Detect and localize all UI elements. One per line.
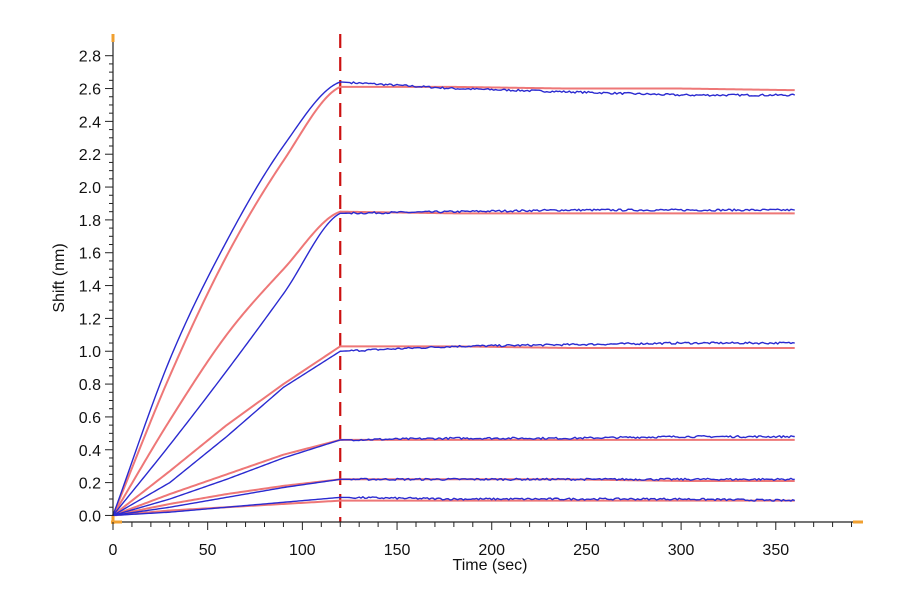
fit-curve (112, 210, 795, 516)
y-tick-label: 0.6 (79, 410, 101, 427)
y-tick-label: 1.0 (79, 344, 101, 361)
y-tick-label: 0.0 (79, 508, 101, 525)
tick-marks (105, 55, 853, 530)
measured-curve (112, 81, 796, 516)
fit-curve (112, 85, 795, 516)
measured-curve (112, 208, 795, 516)
x-axis-label: Time (sec) (453, 557, 528, 574)
x-tick-label: 50 (199, 542, 217, 559)
x-tick-label: 350 (762, 542, 789, 559)
axes (111, 34, 863, 524)
y-tick-label: 0.8 (79, 377, 101, 394)
fit-curve (112, 438, 795, 517)
y-tick-label: 2.6 (79, 82, 101, 99)
y-tick-label: 1.6 (79, 246, 101, 263)
x-tick-label: 0 (109, 542, 118, 559)
y-tick-label: 2.8 (79, 49, 101, 66)
measured-curve (112, 434, 795, 517)
plot-area (112, 34, 796, 522)
x-tick-label: 250 (573, 542, 600, 559)
x-tick-label: 300 (668, 542, 695, 559)
y-tick-label: 2.0 (79, 180, 101, 197)
y-tick-label: 2.2 (79, 147, 101, 164)
x-tick-label: 150 (384, 542, 411, 559)
measured-curve (112, 341, 795, 517)
y-tick-label: 1.4 (79, 279, 101, 296)
y-tick-label: 0.4 (79, 443, 101, 460)
y-tick-label: 0.2 (79, 476, 101, 493)
y-tick-label: 2.4 (79, 114, 101, 131)
y-tick-label: 1.2 (79, 311, 101, 328)
fit-curve (112, 345, 795, 517)
y-tick-label: 1.8 (79, 213, 101, 230)
measured-curve (112, 496, 796, 517)
x-tick-label: 200 (478, 542, 505, 559)
tick-labels: 0 50 100 150 200 250 300 350 0.0 0.2 0.4 0.6 0.8 1.0 1… (79, 49, 789, 559)
measured-curve (112, 477, 795, 517)
y-axis-label: Shift (nm) (51, 243, 68, 312)
x-tick-label: 100 (289, 542, 316, 559)
fit-curve (112, 478, 795, 517)
